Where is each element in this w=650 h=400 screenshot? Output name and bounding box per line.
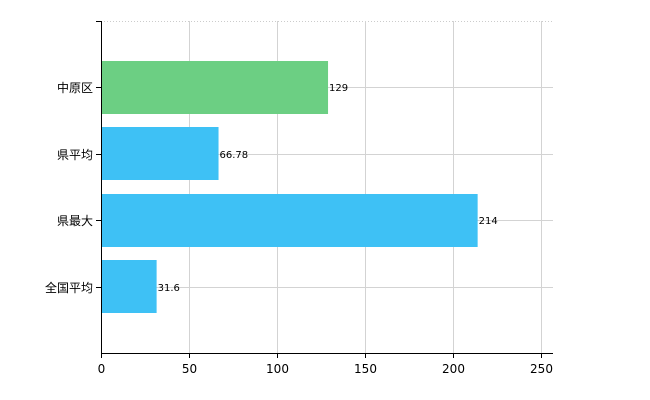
x-tick-label: 50 xyxy=(182,362,197,376)
axes xyxy=(96,21,553,358)
x-tick-label: 0 xyxy=(98,362,106,376)
data-label: 31.6 xyxy=(158,283,180,294)
data-label: 129 xyxy=(329,83,348,94)
x-tick-label: 250 xyxy=(530,362,553,376)
bar xyxy=(102,61,329,114)
category-label: 中原区 xyxy=(57,80,93,95)
bar xyxy=(102,194,478,247)
labels: 0 50 100 150 200 250 129 中原区 66.78 県平均 214 県最大 31.6 全… xyxy=(45,80,553,376)
x-tick-label: 200 xyxy=(442,362,465,376)
bar xyxy=(102,127,219,180)
data-label: 214 xyxy=(479,216,498,227)
data-label: 66.78 xyxy=(220,150,249,161)
x-tick-label: 150 xyxy=(354,362,377,376)
category-label: 県平均 xyxy=(57,148,93,162)
category-label: 全国平均 xyxy=(45,280,93,295)
bar xyxy=(102,260,157,313)
x-tick-label: 100 xyxy=(266,362,289,376)
bars xyxy=(102,61,478,313)
category-label: 県最大 xyxy=(57,214,93,228)
